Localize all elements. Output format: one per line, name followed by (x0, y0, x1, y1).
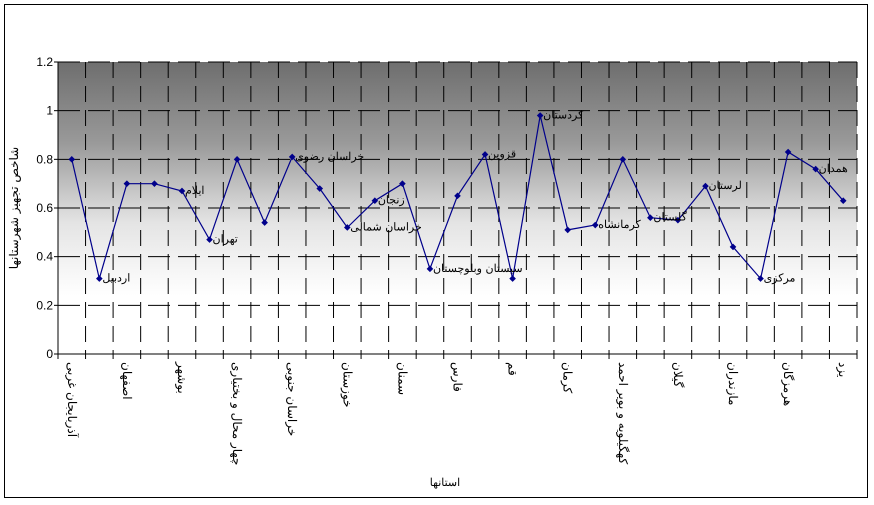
x-tick-label: کهگیلویه و بویر احمد (616, 362, 630, 464)
x-tick-label: هرمزگان (781, 362, 795, 406)
data-point (399, 180, 406, 187)
data-point (729, 243, 737, 251)
x-tick-label: سمنان (395, 362, 409, 395)
x-tick-labels: آذربایجان غربی اصفهان بوشهر چهار محال و بخت… (65, 361, 850, 465)
data-point (647, 214, 654, 222)
data-point (123, 180, 131, 187)
x-tick-label: یزد (836, 362, 850, 377)
y-tick-label: 0.6 (36, 201, 53, 215)
x-tick-label: خراسان جنوبی (285, 362, 299, 436)
y-tick-label: 1 (46, 104, 53, 118)
x-tick-label: خوزستان (340, 362, 354, 408)
data-point (288, 153, 296, 161)
x-tick-label: مازندران (726, 362, 740, 405)
x-tick-label: چهار محال و بختیاری (230, 362, 244, 465)
point-label: لرستان (708, 179, 741, 192)
x-axis-label: استانها (430, 476, 460, 489)
x-tick-label: اصفهان (120, 362, 134, 400)
point-label: خراسان رضوی (295, 150, 364, 163)
point-label: اردبیل (102, 272, 130, 285)
data-point (151, 180, 158, 187)
x-tick-label: فارس (451, 362, 465, 392)
data-point (839, 197, 847, 204)
data-point (426, 265, 434, 273)
y-tick-label: 0 (46, 347, 53, 361)
x-tick-label: کرمان (561, 362, 575, 394)
y-tick-label: 0.2 (36, 298, 53, 312)
x-tick-label: قم (506, 362, 520, 376)
data-point (536, 112, 544, 119)
data-point (564, 226, 572, 234)
point-label: قزوین (488, 147, 516, 160)
data-point (371, 197, 379, 204)
x-tick-label: آذربایجان غربی (65, 362, 80, 438)
data-point (812, 165, 819, 173)
point-label: مرکزی (764, 272, 796, 285)
point-label: زنجان (378, 194, 405, 207)
x-tick-label: گیلان (671, 362, 685, 388)
data-point (481, 151, 489, 158)
point-label: کردستان (543, 109, 584, 122)
series-markers (68, 112, 847, 282)
point-label: سیستان وبلوچستان (433, 262, 523, 275)
data-point (454, 192, 461, 200)
point-label: کرمانشاه (598, 218, 641, 231)
data-point (206, 236, 213, 243)
data-point (674, 216, 682, 224)
x-tick-label: بوشهر (175, 361, 189, 394)
data-point (68, 156, 76, 163)
data-point (233, 156, 241, 163)
data-point (509, 275, 516, 282)
y-tick-label: 0.8 (36, 152, 53, 166)
data-point (316, 185, 324, 192)
data-point (757, 275, 764, 282)
y-axis-label: شاخص تجهیز شهرستانها (7, 147, 21, 269)
point-label: همدان (819, 162, 848, 175)
data-point (178, 187, 186, 195)
y-tick-label: 1.2 (36, 55, 53, 69)
line-chart: 0 0.2 0.4 0.6 0.8 1 1.2 آذربایجان غربی اصفهان بو… (7, 55, 858, 489)
point-label: خراسان شمالی (350, 220, 422, 233)
y-tick-label: 0.4 (36, 250, 53, 264)
data-point (96, 275, 103, 282)
data-point (702, 182, 709, 190)
data-point (784, 148, 792, 156)
axes (54, 61, 858, 359)
point-label: ایلام (185, 184, 205, 197)
point-label: گلستان (653, 211, 687, 224)
point-label: تهران (213, 233, 238, 246)
y-tick-labels: 0 0.2 0.4 0.6 0.8 1 1.2 (36, 55, 53, 361)
point-labels: اردبیل ایلام تهران خراسان رضوی خراسان شمالی ز… (102, 109, 848, 285)
data-point (619, 156, 627, 163)
chart-frame: 0 0.2 0.4 0.6 0.8 1 1.2 آذربایجان غربی اصفهان بو… (4, 4, 868, 498)
data-point (343, 224, 351, 231)
data-point (591, 221, 599, 229)
data-point (261, 219, 268, 226)
